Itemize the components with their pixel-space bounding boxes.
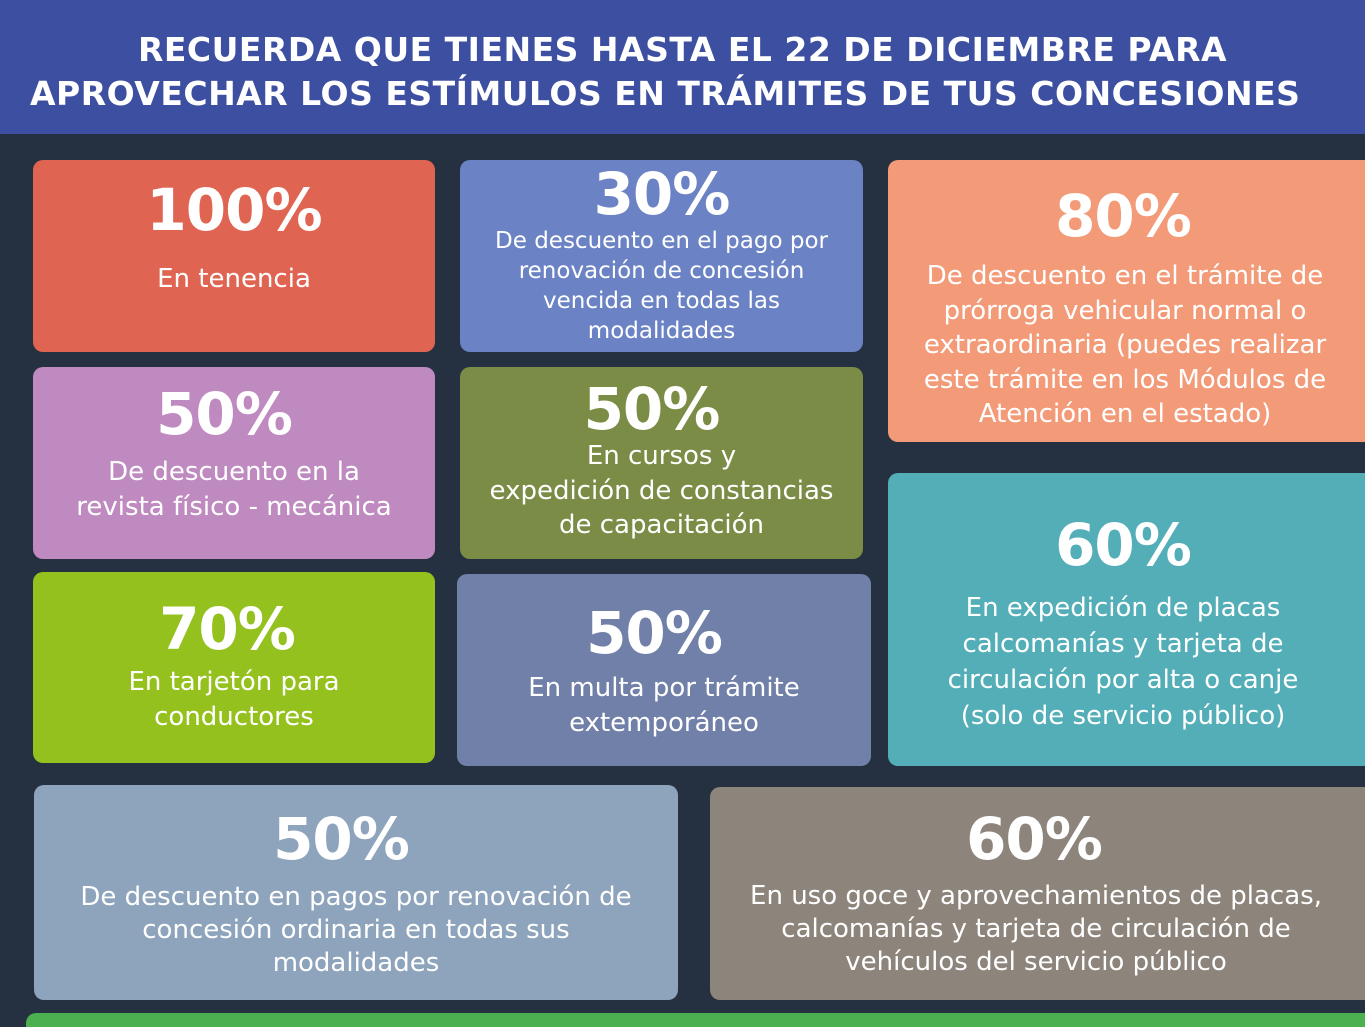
footer-strip (26, 1013, 1365, 1027)
discount-card-prorroga: 80% De descuento en el trámite de prórro… (888, 160, 1365, 442)
discount-description: En uso goce y aprovechamientos de placas… (750, 881, 1322, 977)
discount-card-uso-goce: 60% En uso goce y aprovechamientos de pl… (710, 787, 1365, 1000)
discount-percent: 50% (583, 375, 721, 443)
banner-title-line-1: RECUERDA QUE TIENES HASTA EL 22 DE DICIE… (0, 30, 1365, 69)
discount-description: De descuento en la revista físico - mecá… (76, 457, 392, 522)
discount-percent: 50% (586, 599, 723, 667)
discount-percent: 50% (273, 805, 410, 873)
discount-card-renovacion-vencida: 30% De descuento en el pago por renovaci… (460, 160, 863, 352)
discount-card-tarjeton: 70% En tarjetón para conductores (33, 572, 435, 763)
discount-description: De descuento en el trámite de prórroga v… (923, 261, 1327, 429)
banner-text: PARA (1115, 30, 1228, 69)
discount-description: En expedición de placas calcomanías y ta… (947, 593, 1299, 731)
deadline-date: 22 DE DICIEMBRE (784, 30, 1116, 69)
discount-description: En tenencia (157, 264, 311, 294)
discount-description: De descuento en el pago por renovación d… (495, 228, 828, 344)
discount-percent: 60% (1055, 511, 1192, 579)
discount-percent: 50% (156, 380, 293, 448)
discount-percent: 30% (593, 160, 731, 228)
discount-card-renovacion-ordinaria: 50% De descuento en pagos por renovación… (34, 785, 678, 1000)
discount-card-tenencia: 100% En tenencia (33, 160, 435, 352)
discount-description: De descuento en pagos por renovación de … (80, 882, 632, 978)
discount-card-multa: 50% En multa por trámite extemporáneo (457, 574, 871, 766)
discount-description: En tarjetón para conductores (128, 667, 340, 732)
discount-percent: 100% (146, 176, 322, 244)
header-banner: RECUERDA QUE TIENES HASTA EL 22 DE DICIE… (0, 0, 1365, 134)
discount-percent: 60% (966, 805, 1103, 873)
discount-description: En cursos y expedición de constancias de… (489, 441, 834, 540)
discount-card-revista: 50% De descuento en la revista físico - … (33, 367, 435, 559)
banner-title-line-2: APROVECHAR LOS ESTÍMULOS EN TRÁMITES DE … (30, 74, 1301, 113)
discount-card-cursos: 50% En cursos y expedición de constancia… (460, 367, 863, 559)
discount-card-placas: 60% En expedición de placas calcomanías … (888, 473, 1365, 766)
discount-percent: 70% (159, 595, 296, 663)
discount-description: En multa por trámite extemporáneo (528, 673, 800, 738)
banner-text: RECUERDA QUE TIENES HASTA EL (137, 30, 785, 69)
discount-percent: 80% (1055, 182, 1192, 250)
